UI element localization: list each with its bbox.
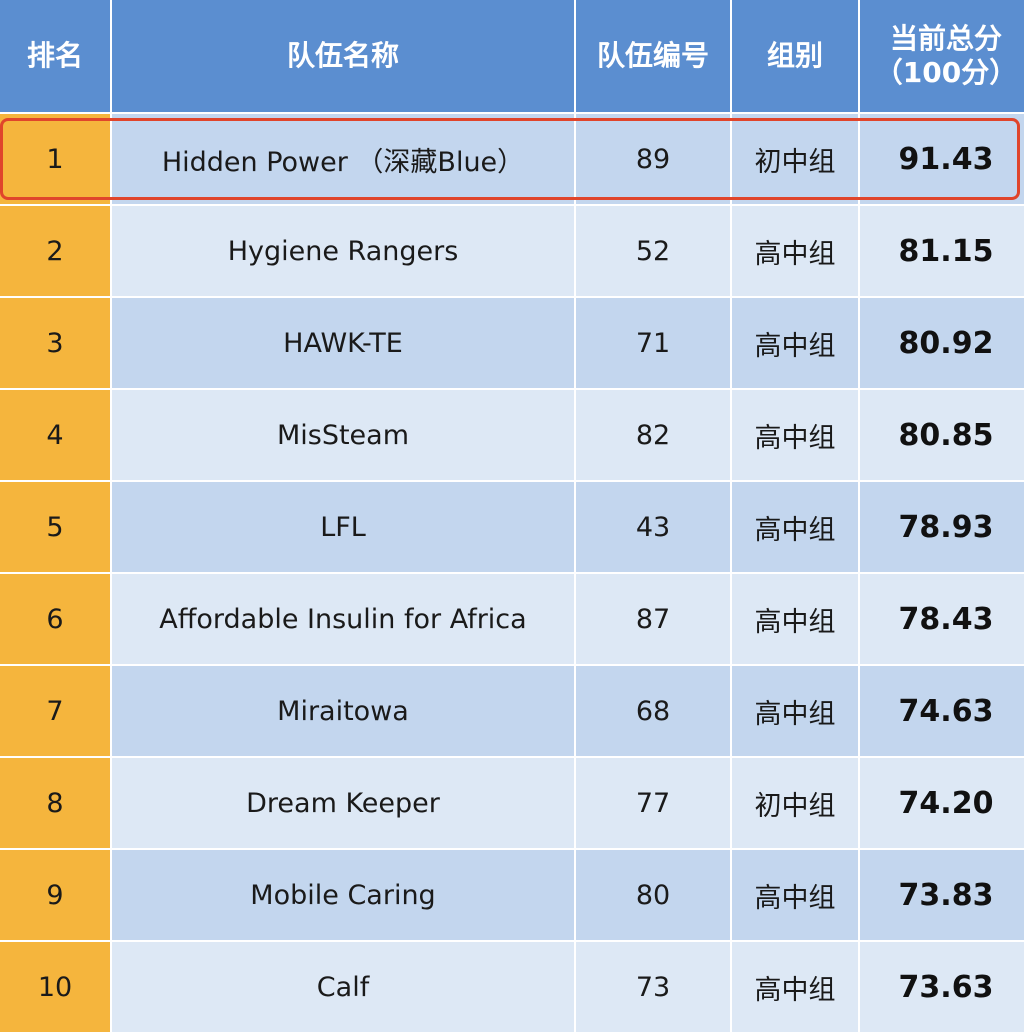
- group-cell: 高中组: [732, 850, 858, 940]
- score-cell: 78.93: [860, 482, 1024, 572]
- rank-cell: 1: [0, 114, 110, 204]
- team-number-cell: 71: [576, 298, 730, 388]
- score-cell: 91.43: [860, 114, 1024, 204]
- rank-cell: 9: [0, 850, 110, 940]
- group-cell: 高中组: [732, 482, 858, 572]
- header-group-label: 组别: [766, 39, 823, 72]
- group-cell: 高中组: [732, 574, 858, 664]
- header-score-max-label: （100分）: [874, 56, 1018, 89]
- team-number-cell: 89: [576, 114, 730, 204]
- score-cell: 73.83: [860, 850, 1024, 940]
- header-rank-label: 排名: [26, 39, 83, 72]
- team-name-cell: Affordable Insulin for Africa: [112, 574, 574, 664]
- header-team-number: 队伍编号: [576, 0, 730, 112]
- team-name-cell: Miraitowa: [112, 666, 574, 756]
- team-number-cell: 87: [576, 574, 730, 664]
- team-name-cell: Dream Keeper: [112, 758, 574, 848]
- group-cell: 高中组: [732, 206, 858, 296]
- score-cell: 73.63: [860, 942, 1024, 1032]
- rank-cell: 6: [0, 574, 110, 664]
- header-rank: 排名: [0, 0, 110, 112]
- rank-cell: 10: [0, 942, 110, 1032]
- team-number-cell: 82: [576, 390, 730, 480]
- rank-cell: 5: [0, 482, 110, 572]
- team-number-cell: 80: [576, 850, 730, 940]
- rank-cell: 4: [0, 390, 110, 480]
- score-cell: 81.15: [860, 206, 1024, 296]
- header-score: 当前总分 （100分）: [860, 0, 1024, 112]
- score-cell: 80.85: [860, 390, 1024, 480]
- team-number-cell: 68: [576, 666, 730, 756]
- team-number-cell: 43: [576, 482, 730, 572]
- team-name-cell: HAWK-TE: [112, 298, 574, 388]
- group-cell: 初中组: [732, 114, 858, 204]
- team-number-cell: 77: [576, 758, 730, 848]
- header-team-number-label: 队伍编号: [596, 39, 709, 72]
- header-team-name: 队伍名称: [112, 0, 574, 112]
- team-number-cell: 52: [576, 206, 730, 296]
- group-cell: 高中组: [732, 666, 858, 756]
- team-name-cell: Hygiene Rangers: [112, 206, 574, 296]
- score-cell: 80.92: [860, 298, 1024, 388]
- team-name-cell: Mobile Caring: [112, 850, 574, 940]
- team-number-cell: 73: [576, 942, 730, 1032]
- group-cell: 高中组: [732, 942, 858, 1032]
- group-cell: 高中组: [732, 390, 858, 480]
- group-cell: 高中组: [732, 298, 858, 388]
- rank-cell: 2: [0, 206, 110, 296]
- team-name-cell: Calf: [112, 942, 574, 1032]
- team-name-cell: LFL: [112, 482, 574, 572]
- score-cell: 74.63: [860, 666, 1024, 756]
- score-cell: 74.20: [860, 758, 1024, 848]
- rank-cell: 8: [0, 758, 110, 848]
- rank-cell: 3: [0, 298, 110, 388]
- header-team-name-label: 队伍名称: [286, 39, 399, 72]
- score-cell: 78.43: [860, 574, 1024, 664]
- rank-cell: 7: [0, 666, 110, 756]
- group-cell: 初中组: [732, 758, 858, 848]
- header-score-label: 当前总分: [889, 22, 1002, 55]
- team-name-cell: MisSteam: [112, 390, 574, 480]
- header-group: 组别: [732, 0, 858, 112]
- team-name-cell: Hidden Power （深藏Blue）: [112, 114, 574, 204]
